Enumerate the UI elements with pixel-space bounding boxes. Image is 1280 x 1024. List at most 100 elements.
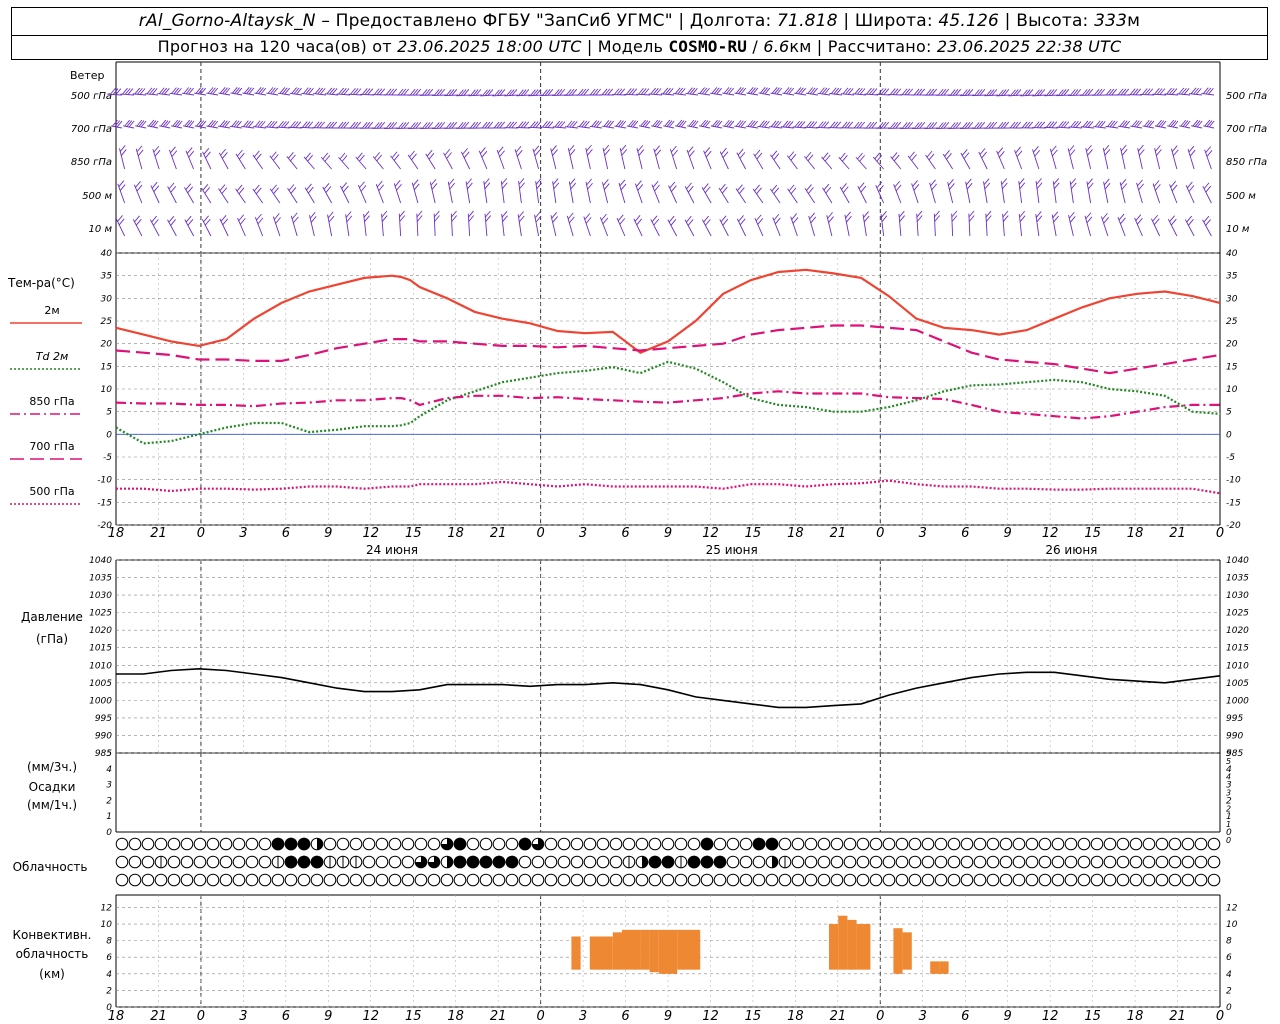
precip-unit-1h: (мм/1ч.)	[27, 798, 77, 812]
wind-barb-feather	[480, 147, 486, 154]
wind-barb-feather	[705, 150, 712, 158]
wind-barb-feather	[570, 182, 577, 190]
wind-barb-feather	[185, 215, 192, 223]
x-tick-label: 0	[876, 1009, 884, 1024]
wind-barb-feather	[1188, 219, 1194, 226]
wind-barb-feather	[788, 184, 795, 192]
wind-barb-feather	[501, 182, 508, 190]
wind-barb-feather	[1012, 89, 1019, 96]
wind-barb-feather	[1015, 121, 1022, 129]
wind-barb-feather	[280, 121, 287, 128]
wind-barb	[787, 155, 798, 170]
wind-barb-feather	[1085, 120, 1091, 128]
wind-barb-feather	[863, 215, 870, 223]
wind-barb-feather	[774, 87, 780, 94]
temp-y-tick-right: 20	[1226, 340, 1238, 350]
wind-barb-feather	[1188, 145, 1195, 153]
wind-barb-feather	[940, 122, 947, 129]
cloud-symbol	[739, 855, 753, 869]
cloud-symbol	[154, 873, 168, 887]
cloud-symbol	[1168, 855, 1182, 869]
wind-barb-feather	[1051, 121, 1058, 129]
pressure-y-tick: 1015	[89, 644, 112, 654]
wind-barb	[911, 183, 919, 204]
wind-barb-feather	[878, 88, 884, 95]
wind-barb-feather	[224, 87, 231, 95]
wind-barb-feather	[687, 219, 694, 226]
wind-barb	[266, 92, 279, 96]
wind-level-label-right: 500 гПа	[1226, 91, 1267, 102]
wind-barb-feather	[553, 89, 560, 96]
wind-barb-feather	[1000, 89, 1007, 96]
cloud-symbol	[479, 873, 493, 887]
x-tick-label: 15	[745, 1009, 762, 1024]
wind-barb-feather	[916, 88, 923, 96]
wind-barb-feather	[955, 88, 962, 96]
cloud-symbol	[999, 855, 1013, 869]
cloud-symbol	[1064, 873, 1078, 887]
wind-barb-feather	[431, 183, 438, 190]
wind-barb-feather	[654, 145, 660, 152]
cloud-symbol	[1051, 855, 1065, 869]
wind-barb-feather	[1099, 121, 1106, 128]
wind-barb-feather	[319, 88, 326, 95]
x-tick-label: 12	[1042, 1009, 1059, 1024]
wind-barb-feather	[203, 148, 210, 155]
cloud-symbol	[895, 837, 909, 851]
wind-barb-feather	[704, 147, 711, 154]
wind-barb-feather	[713, 87, 720, 95]
wind-barb-feather	[483, 178, 490, 185]
wind-barb-feather	[898, 210, 905, 218]
wind-barb	[484, 213, 488, 237]
wind-barb	[929, 182, 936, 204]
wind-barb-feather	[124, 88, 131, 95]
wind-barb-feather	[1171, 145, 1178, 152]
wind-barb-feather	[554, 120, 561, 128]
wind-barb-feather	[305, 87, 312, 95]
cloud-symbol-fill	[752, 837, 766, 851]
cloud-symbol	[1142, 873, 1156, 887]
wind-barb-feather	[293, 87, 300, 95]
wind-barb-feather	[904, 88, 911, 96]
cloud-symbol	[1168, 873, 1182, 887]
wind-barb-feather	[757, 218, 764, 225]
wind-barb	[585, 181, 591, 204]
wind-barb	[583, 216, 591, 237]
wind-barb-feather	[355, 121, 362, 129]
wind-barb-feather	[764, 120, 770, 128]
x-tick-label: 3	[579, 526, 587, 541]
wind-barb-feather	[421, 89, 428, 96]
wind-barb	[701, 186, 712, 204]
wind-barb-feather	[1036, 178, 1042, 185]
wind-barb-feather	[520, 89, 527, 96]
wind-barb-feather	[269, 120, 275, 128]
wind-barb-feather	[759, 120, 765, 127]
wind-barb-feather	[1192, 119, 1199, 127]
cloud-symbol	[947, 837, 961, 851]
wind-barb-feather	[1152, 214, 1158, 222]
cloud-symbol	[206, 873, 220, 887]
wind-barb-feather	[518, 178, 525, 185]
wind-barb-feather	[761, 120, 768, 128]
wind-barb-feather	[374, 152, 381, 159]
wind-barb-feather	[151, 215, 157, 223]
wind-barb-feather	[520, 121, 527, 128]
x-tick-label: 9	[664, 526, 672, 541]
wind-barb-feather	[343, 185, 349, 193]
wind-barb	[907, 155, 919, 170]
wind-barb-feather	[556, 89, 563, 96]
x-tick-label: 9	[1004, 526, 1012, 541]
wind-barb-feather	[394, 180, 401, 187]
wind-barb-feather	[535, 215, 542, 223]
wind-barb	[1134, 217, 1143, 237]
cloud-symbol	[973, 837, 987, 851]
wind-barb	[535, 181, 540, 204]
wind-barb-feather	[140, 120, 147, 128]
cloud-symbol	[739, 873, 753, 887]
wind-barb-feather	[1034, 149, 1041, 157]
wind-barb-feather	[601, 213, 607, 221]
wind-barb-feather	[339, 152, 346, 160]
x-tick-label: 0	[876, 526, 884, 541]
wind-barb-feather	[1068, 145, 1075, 152]
wind-barb	[1085, 148, 1092, 170]
